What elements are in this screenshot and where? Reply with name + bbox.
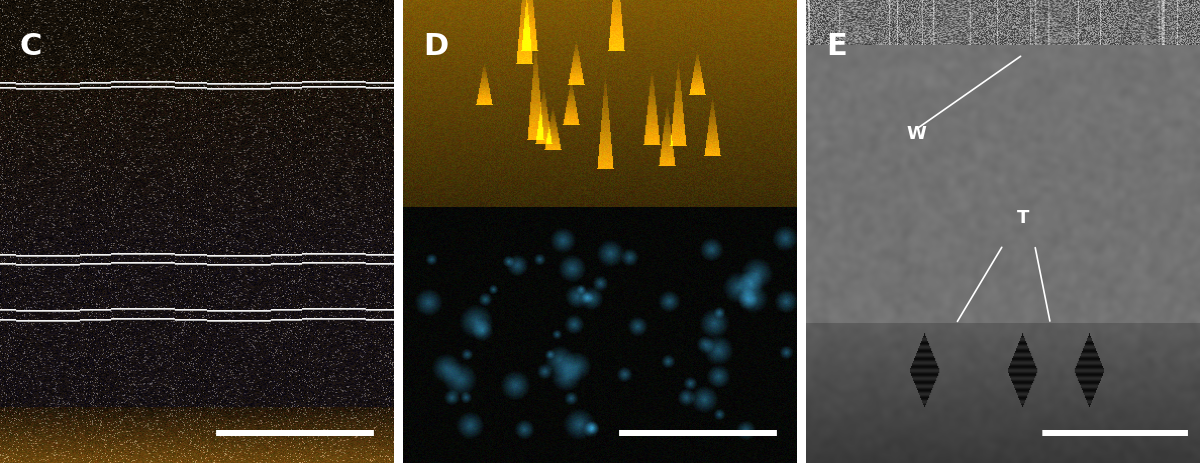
Text: T: T <box>1016 208 1030 226</box>
Text: C: C <box>19 32 42 61</box>
Text: W: W <box>907 125 926 143</box>
Text: E: E <box>826 32 847 61</box>
Text: D: D <box>422 32 448 61</box>
